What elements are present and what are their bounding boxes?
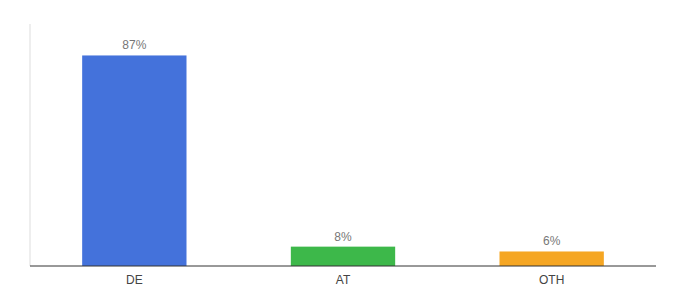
x-tick-label: AT [336,273,351,287]
bars [82,55,604,266]
bar [500,251,604,266]
x-axis-line [30,266,656,267]
data-label: 6% [543,234,561,248]
x-tick-label: OTH [539,273,564,287]
chart-container: DE AT OTH 87% 8% 6% [0,0,680,300]
chart-svg: DE AT OTH 87% 8% 6% [0,0,680,300]
x-tick-label: DE [126,273,143,287]
bar [291,247,395,266]
y-axis-line [30,24,31,266]
bar [82,55,186,266]
data-label: 8% [334,230,352,244]
data-label: 87% [122,38,146,52]
